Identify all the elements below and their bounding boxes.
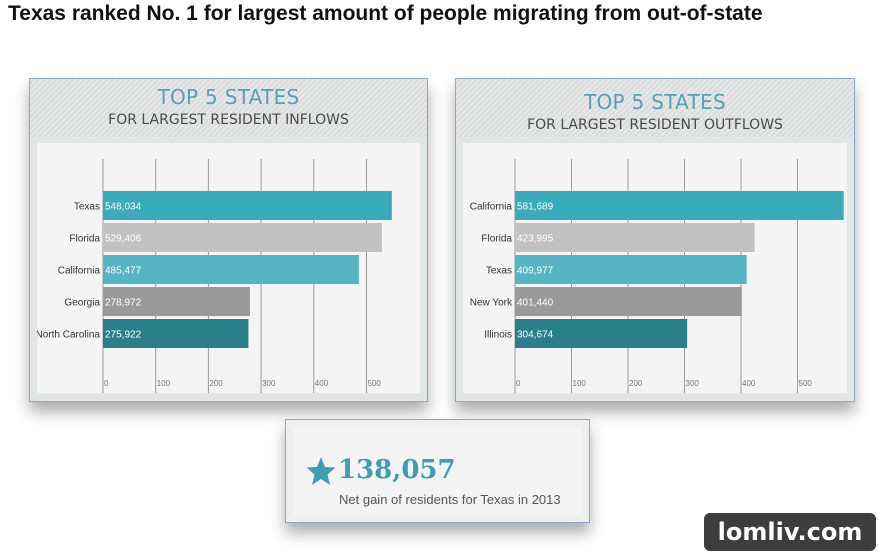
star-icon [306,457,336,485]
bar-value-label: 548,034 [105,202,142,213]
outflows-chart-panel: TOP 5 STATES FOR LARGEST RESIDENT OUTFLO… [455,78,855,402]
bar [515,319,688,348]
bar-value-label: 304,674 [517,330,554,341]
x-tick-label: 400 [315,379,329,388]
panel-header [30,79,427,137]
x-tick-label: 500 [368,379,382,388]
category-label: New York [470,298,513,309]
panel-header [456,79,854,137]
category-label: Texas [74,202,100,213]
watermark: lomliv.com [704,513,876,551]
callout-body: 138,057 Net gain of residents for Texas … [293,427,582,515]
x-tick-label: 200 [209,379,223,388]
bar [515,223,755,252]
bar [103,223,382,252]
bar [103,287,251,316]
x-tick-label: 0 [516,379,521,388]
bar-value-label: 485,477 [105,266,142,277]
chart-title: TOP 5 STATES [583,90,727,114]
inflows-bar-chart: 0 100 200 300 400 500 548,034 Texas 529,406 Flori… [37,143,420,393]
bar [103,191,392,220]
x-tick-label: 300 [262,379,276,388]
x-tick-label: 100 [157,379,171,388]
bar-value-label: 423,995 [517,234,554,245]
x-tick-label: 200 [629,379,643,388]
inflows-chart-panel: TOP 5 STATES FOR LARGEST RESIDENT INFLOW… [29,78,428,402]
category-label: Illinois [484,330,512,341]
category-label: Florida [69,234,100,245]
bar-value-label: 581,689 [517,202,554,213]
page-title: Texas ranked No. 1 for largest amount of… [8,2,763,25]
category-label: California [470,202,513,213]
outflows-bar-chart: 0 100 200 300 400 500 581,689 California 423,995… [463,143,847,393]
bar [103,319,249,348]
bar [515,287,742,316]
x-tick-label: 400 [742,379,756,388]
bar-value-label: 401,440 [517,298,554,309]
x-tick-label: 0 [104,379,109,388]
bar-value-label: 278,972 [105,298,142,309]
x-tick-label: 500 [799,379,813,388]
x-tick-label: 300 [686,379,700,388]
bar-value-label: 409,977 [517,266,554,277]
net-gain-caption: Net gain of residents for Texas in 2013 [339,492,561,507]
category-label: Florida [481,234,512,245]
chart-subtitle: FOR LARGEST RESIDENT INFLOWS [108,112,349,128]
net-gain-callout: 138,057 Net gain of residents for Texas … [285,419,590,523]
category-label: North Carolina [37,330,100,341]
chart-title: TOP 5 STATES [157,85,300,109]
bar [103,255,359,284]
bar-value-label: 529,406 [105,234,142,245]
category-label: Texas [486,266,512,277]
bar [515,255,747,284]
category-label: Georgia [64,298,100,309]
net-gain-number: 138,057 [338,455,456,485]
category-label: California [58,266,101,277]
bar-value-label: 275,922 [105,330,142,341]
chart-subtitle: FOR LARGEST RESIDENT OUTFLOWS [527,117,783,133]
x-tick-label: 100 [573,379,587,388]
bar [515,191,844,220]
